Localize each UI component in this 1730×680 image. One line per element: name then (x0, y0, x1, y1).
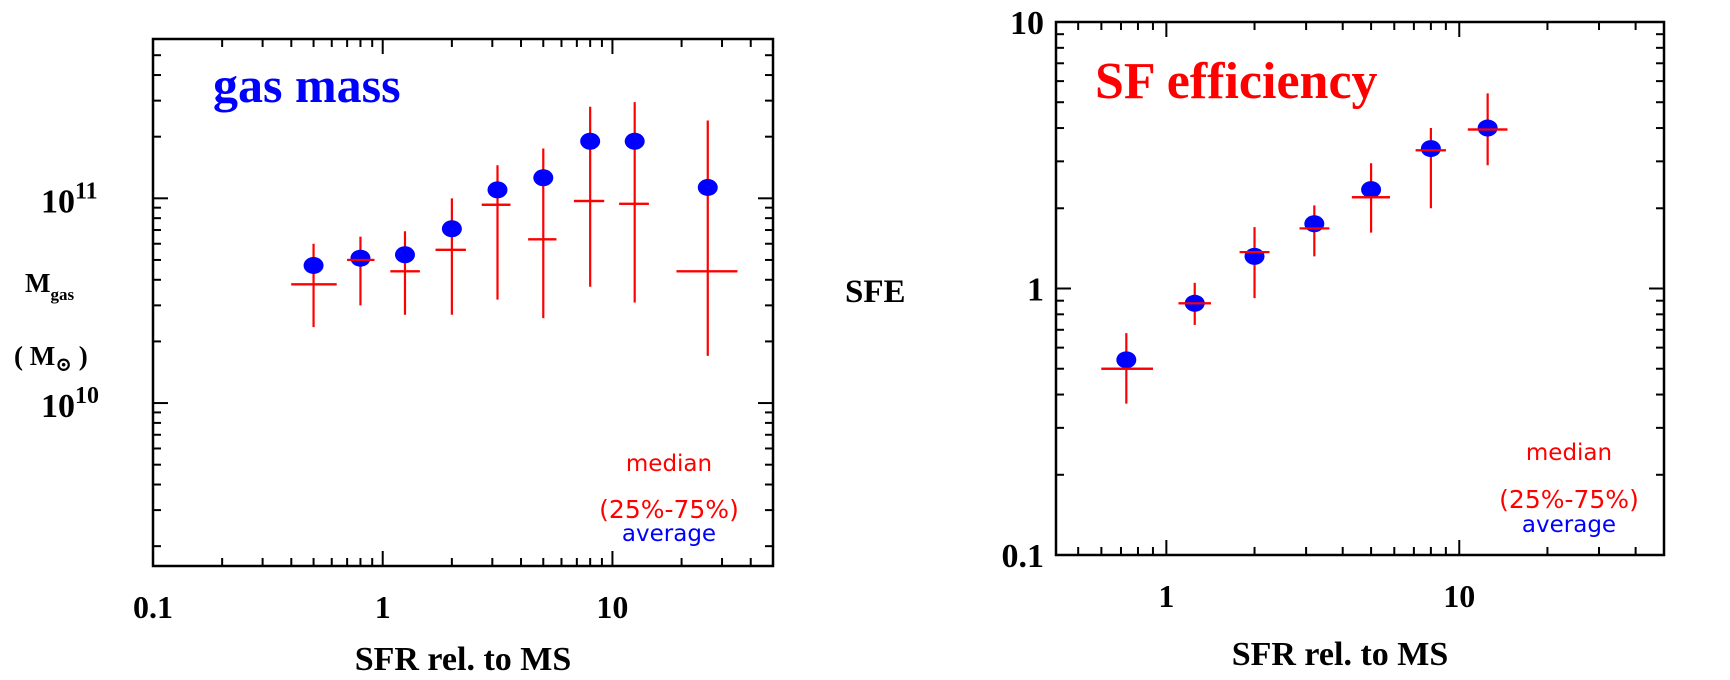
gas-mass-ticks (152, 38, 774, 566)
gas-mass-average-point (580, 132, 601, 150)
y-tick-label: 0.1 (1002, 538, 1045, 575)
sf-efficiency-ticks (1056, 21, 1665, 556)
gas-mass-average-point (697, 178, 718, 196)
legend-range-label: (25%-75%) (1499, 485, 1639, 514)
gas-mass-data-marks (291, 102, 738, 356)
y-tick-base: 10 (41, 388, 75, 425)
gas-mass-average-point (350, 249, 371, 267)
gas-mass-title: gas mass (213, 57, 401, 113)
sf-efficiency-average-point (1420, 140, 1441, 158)
gas-mass-legend: median (25%-75%) average (599, 451, 739, 547)
gas-mass-average-point (487, 181, 508, 199)
gas-mass-average-point (394, 246, 415, 264)
sf-efficiency-average-point (1477, 119, 1498, 137)
y-tick-exponent: 11 (75, 178, 98, 204)
x-tick-label: 1 (1158, 578, 1174, 614)
sf-efficiency-average-point (1304, 215, 1325, 233)
legend-median-label: median (626, 451, 712, 477)
x-tick-label: 1 (375, 589, 391, 625)
gas-mass-y-unit-close: ) (72, 341, 88, 371)
sf-efficiency-data-marks (1101, 93, 1508, 404)
gas-mass-average-point (624, 132, 645, 150)
legend-median-label: median (1526, 440, 1612, 466)
legend-average-label: average (622, 521, 716, 547)
x-tick-label: 10 (596, 589, 628, 625)
sf-efficiency-y-axis-label: SFE (845, 274, 906, 310)
gas-mass-y-label-subscript: gas (50, 285, 74, 304)
gas-mass-x-axis-label: SFR rel. to MS (355, 641, 572, 678)
y-tick-base: 10 (41, 183, 75, 220)
gas-mass-average-point (303, 256, 324, 274)
sf-efficiency-average-point (1361, 181, 1382, 199)
y-tick-exponent: 10 (75, 383, 99, 409)
gas-mass-average-point (441, 220, 462, 238)
y-tick-label: 1011 (41, 178, 98, 220)
sf-efficiency-tick-labels: 1 10 0.1 1 10 (1002, 5, 1476, 614)
sf-efficiency-legend: median (25%-75%) average (1499, 440, 1639, 538)
sf-efficiency-average-point (1116, 351, 1137, 369)
x-tick-label: 10 (1443, 578, 1475, 614)
sun-symbol: ⊙ (55, 354, 72, 376)
gas-mass-y-unit-open: ( M (14, 341, 55, 371)
sf-efficiency-average-point (1244, 247, 1265, 265)
legend-average-label: average (1522, 512, 1616, 538)
legend-range-label: (25%-75%) (599, 495, 739, 524)
sf-efficiency-x-axis-label: SFR rel. to MS (1232, 636, 1449, 673)
gas-mass-y-axis-label: Mgas (25, 268, 74, 304)
x-tick-label: 0.1 (133, 589, 173, 625)
gas-mass-plot-frame (151, 37, 775, 568)
gas-mass-average-point (533, 169, 554, 187)
y-tick-label: 1 (1027, 272, 1044, 309)
y-tick-label: 10 (1010, 5, 1044, 42)
sf-efficiency-title: SF efficiency (1095, 53, 1378, 110)
y-tick-label: 1010 (41, 383, 99, 425)
sf-efficiency-panel: 1 10 0.1 1 10 SF efficiency SFR rel. to MS S… (845, 5, 1666, 673)
gas-mass-y-axis-unit: ( M⊙ ) (14, 341, 88, 376)
gas-mass-y-label-main: M (25, 268, 50, 298)
